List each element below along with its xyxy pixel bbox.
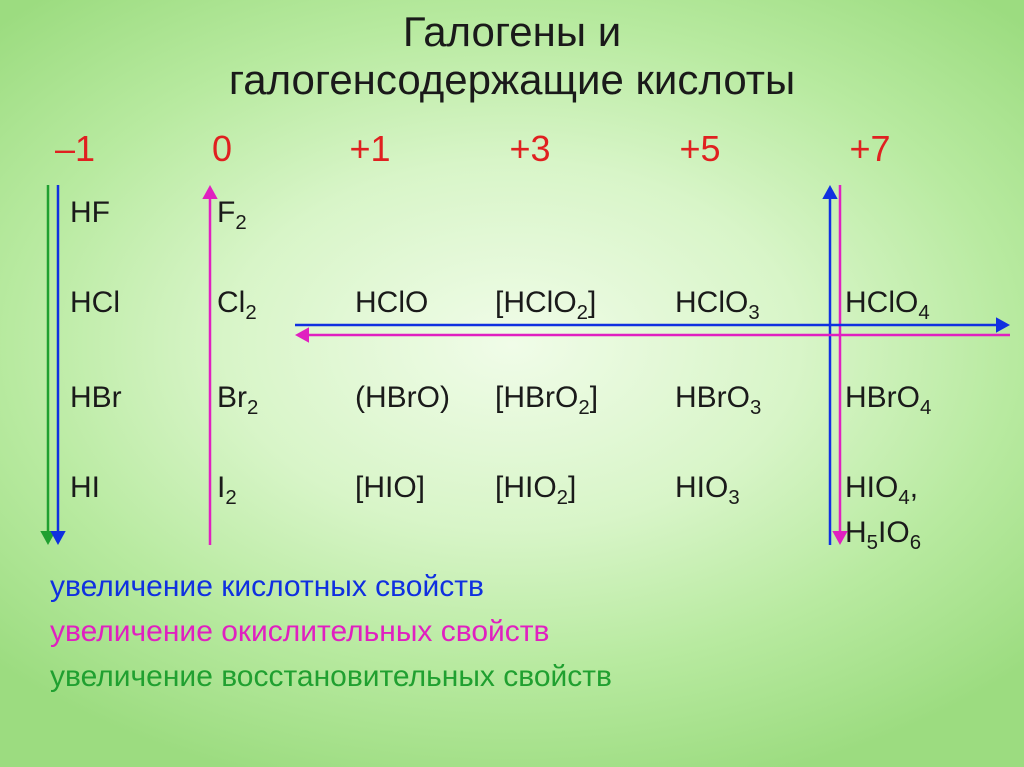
oxidation-state-label: +1 xyxy=(320,128,420,170)
chemical-formula: I2 xyxy=(217,471,237,505)
chemical-formula: F2 xyxy=(217,196,247,230)
chemical-formula: HIO4, xyxy=(845,471,918,505)
oxidation-state-label: +7 xyxy=(820,128,920,170)
chemical-formula: (HBrO) xyxy=(355,381,450,415)
chemical-formula: HBrO3 xyxy=(675,381,761,415)
chemical-formula: Cl2 xyxy=(217,286,257,320)
title-line-1: Галогены и xyxy=(403,8,621,55)
chemical-formula: HF xyxy=(70,196,110,230)
chemical-formula: Br2 xyxy=(217,381,258,415)
chemical-formula: [HBrO2] xyxy=(495,381,598,415)
oxidation-state-label: +5 xyxy=(650,128,750,170)
chemical-formula: H5IO6 xyxy=(845,516,921,550)
oxidation-state-label: 0 xyxy=(172,128,272,170)
page-title: Галогены и галогенсодержащие кислоты xyxy=(0,0,1024,105)
chemical-formula: HClO4 xyxy=(845,286,930,320)
chemical-formula: HClO3 xyxy=(675,286,760,320)
legend-item: увеличение окислительных свойств xyxy=(50,615,549,649)
legend-item: увеличение восстановительных свойств xyxy=(50,660,612,694)
oxidation-state-label: +3 xyxy=(480,128,580,170)
chemical-formula: HI xyxy=(70,471,100,505)
chemical-formula: [HIO] xyxy=(355,471,425,505)
legend-item: увеличение кислотных свойств xyxy=(50,570,484,604)
chemical-formula: HCl xyxy=(70,286,120,320)
title-line-2: галогенсодержащие кислоты xyxy=(229,56,795,103)
chemical-formula: HIO3 xyxy=(675,471,740,505)
chemical-formula: HBr xyxy=(70,381,122,415)
chemical-formula: HBrO4 xyxy=(845,381,931,415)
chemical-formula: [HIO2] xyxy=(495,471,576,505)
chemical-formula: [HClO2] xyxy=(495,286,596,320)
chemical-formula: HClO xyxy=(355,286,428,320)
oxidation-state-label: –1 xyxy=(25,128,125,170)
